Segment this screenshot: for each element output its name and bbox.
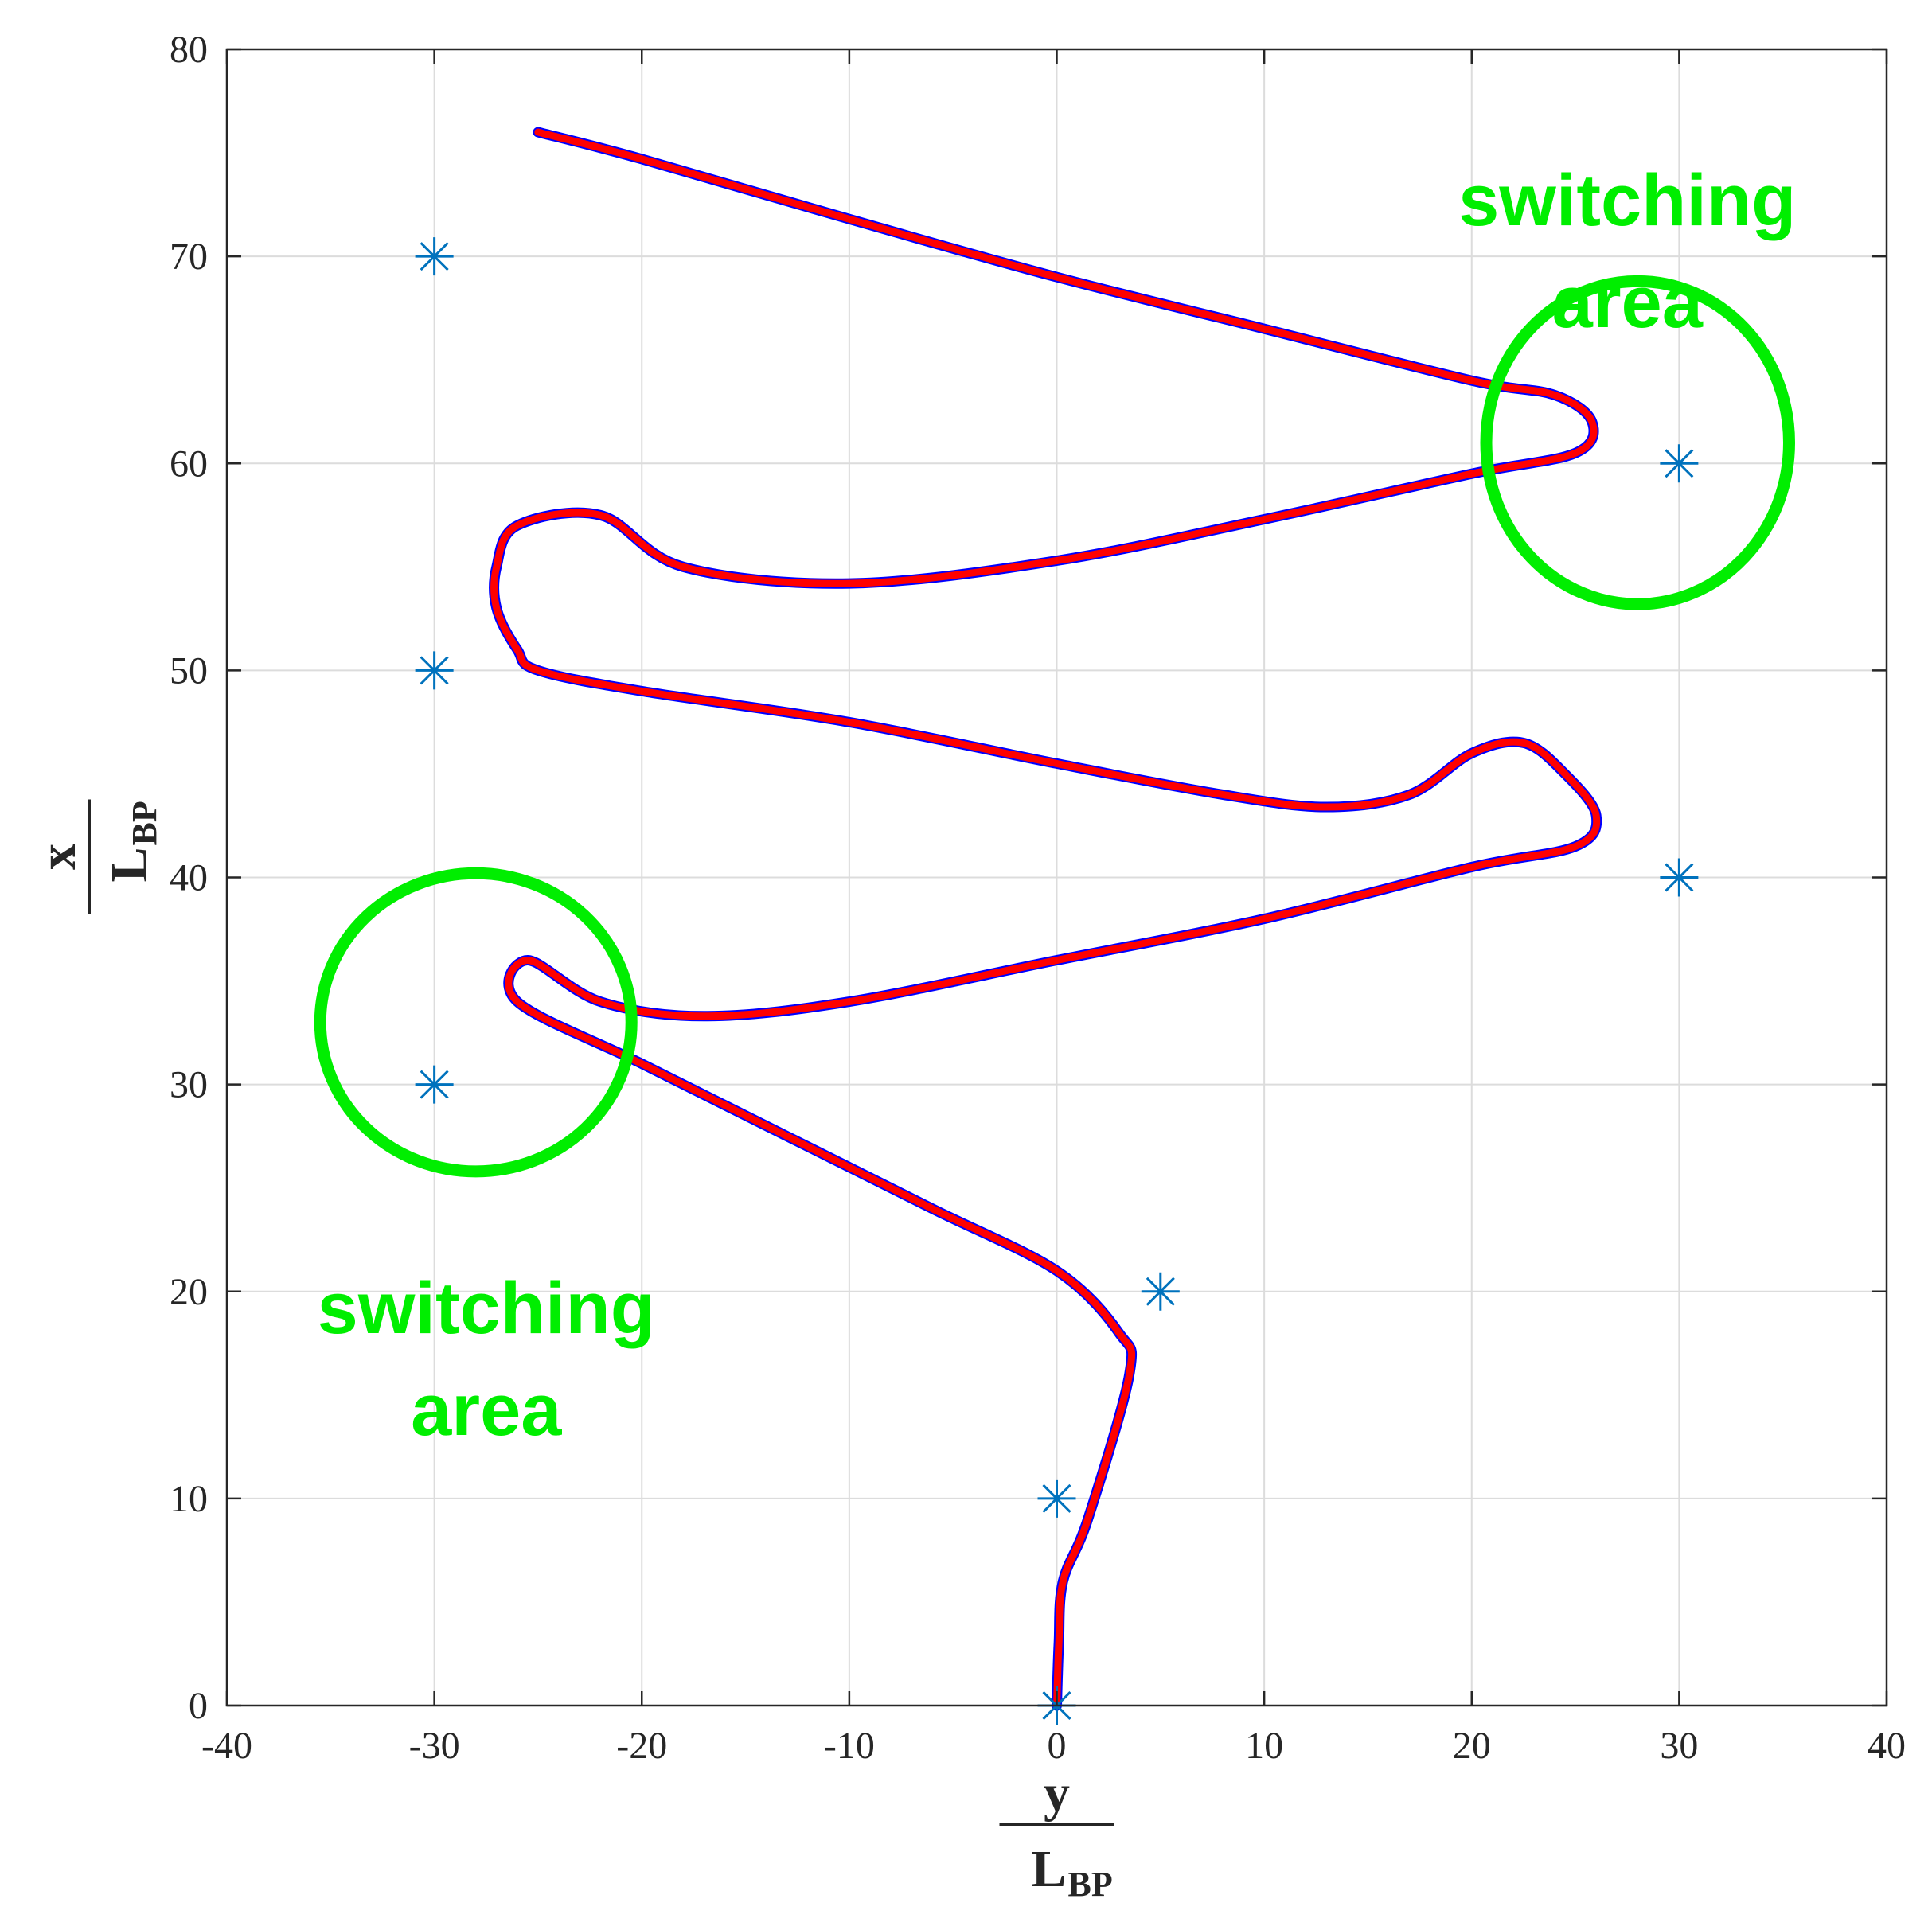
y-tick-label: 10: [170, 1478, 208, 1520]
x-axis-label: yL BP: [999, 1764, 1114, 1904]
y-tick-label: 20: [170, 1271, 208, 1313]
x-tick-label: -10: [824, 1725, 875, 1767]
y-tick-label: 30: [170, 1064, 208, 1106]
switching-area-label: switching: [1458, 160, 1796, 241]
switching-area-label: area: [1552, 262, 1704, 343]
y-axis-label-denominator: L: [100, 847, 158, 882]
trajectory-line: [490, 128, 1601, 1710]
y-tick-label: 40: [170, 857, 208, 899]
x-tick-label: 20: [1453, 1725, 1491, 1767]
waypoint-marker-stroke: [420, 242, 449, 271]
waypoint-marker: [415, 1065, 454, 1104]
waypoint-marker: [1141, 1272, 1180, 1311]
waypoint-marker-stroke: [1665, 449, 1694, 478]
waypoint-marker-stroke: [1146, 1277, 1175, 1306]
annotations: switching area switching area: [314, 160, 1796, 1451]
x-tick-label: 0: [1048, 1725, 1067, 1767]
y-tick-label: 80: [170, 29, 208, 71]
plot-series: [415, 127, 1699, 1725]
waypoint-marker: [1037, 1479, 1076, 1518]
waypoint-marker-stroke: [420, 1070, 449, 1099]
x-axis-label-subscript: BP: [1068, 1865, 1113, 1904]
x-tick-label: -40: [201, 1725, 252, 1767]
y-tick-label: 0: [189, 1685, 208, 1727]
x-tick-label: 40: [1868, 1725, 1906, 1767]
switching-area-label: area: [411, 1370, 562, 1451]
x-axis-label-denominator: L: [1031, 1840, 1066, 1898]
switching-area-circle: [1480, 275, 1796, 610]
y-tick-label: 60: [170, 443, 208, 485]
waypoint-marker: [415, 237, 454, 276]
waypoint-marker-stroke: [1665, 863, 1694, 892]
axes: -40 -30 -20 -10 0 10 20 30 4001020304050607080yL…: [29, 29, 1906, 1904]
x-tick-label: -20: [616, 1725, 667, 1767]
waypoint-marker: [415, 651, 454, 690]
switching-area-label: switching: [318, 1268, 655, 1349]
x-tick-label: 10: [1245, 1725, 1283, 1767]
waypoint-marker-stroke: [420, 656, 449, 685]
waypoint-marker: [1660, 858, 1699, 897]
y-axis-label-numerator: x: [29, 844, 87, 870]
x-tick-label: -30: [409, 1725, 460, 1767]
switching-area-circle: [314, 867, 638, 1178]
waypoint-marker: [1660, 444, 1699, 483]
x-tick-label: 30: [1660, 1725, 1698, 1767]
y-axis-label: x LBP: [29, 799, 164, 914]
y-tick-label: 70: [170, 236, 208, 278]
x-axis-label-numerator: y: [1044, 1764, 1070, 1823]
y-axis-label-subscript: BP: [125, 801, 164, 845]
waypoint-marker-stroke: [1042, 1483, 1071, 1513]
y-tick-label: 50: [170, 649, 208, 692]
